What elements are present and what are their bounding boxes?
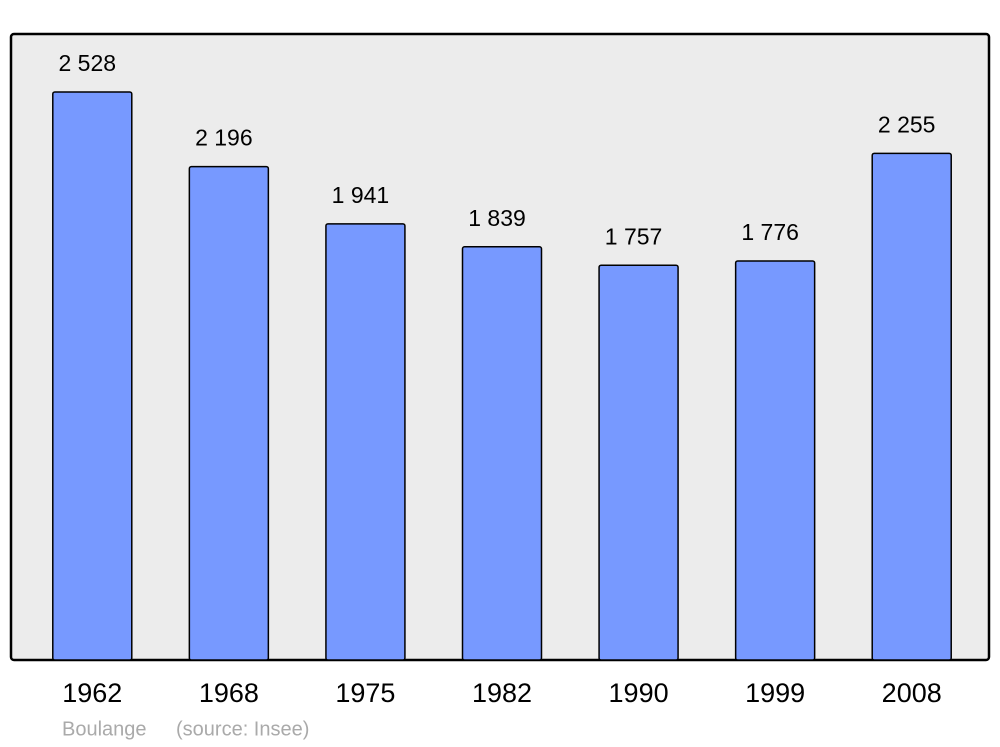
value-label: 2 196	[195, 125, 253, 151]
value-label: 1 941	[332, 182, 390, 208]
x-tick-label: 1968	[199, 678, 259, 708]
value-label: 1 776	[741, 219, 799, 245]
x-tick-label: 1975	[335, 678, 395, 708]
caption-name: Boulange	[62, 718, 147, 740]
value-label: 2 528	[59, 50, 117, 76]
x-tick-label: 1982	[472, 678, 532, 708]
bar	[52, 91, 133, 661]
x-tick-label: 1990	[609, 678, 669, 708]
bar	[461, 246, 543, 661]
x-tick-label: 1962	[62, 678, 122, 708]
bar	[734, 260, 816, 661]
x-tick-label: 2008	[882, 678, 942, 708]
value-label: 1 839	[468, 205, 526, 231]
bar	[188, 165, 270, 661]
value-label: 1 757	[605, 223, 663, 249]
bar	[598, 264, 679, 661]
caption-source: (source: Insee)	[176, 718, 309, 740]
bar	[325, 223, 406, 661]
value-label: 2 255	[878, 111, 936, 137]
bar	[871, 152, 952, 661]
x-tick-label: 1999	[745, 678, 805, 708]
